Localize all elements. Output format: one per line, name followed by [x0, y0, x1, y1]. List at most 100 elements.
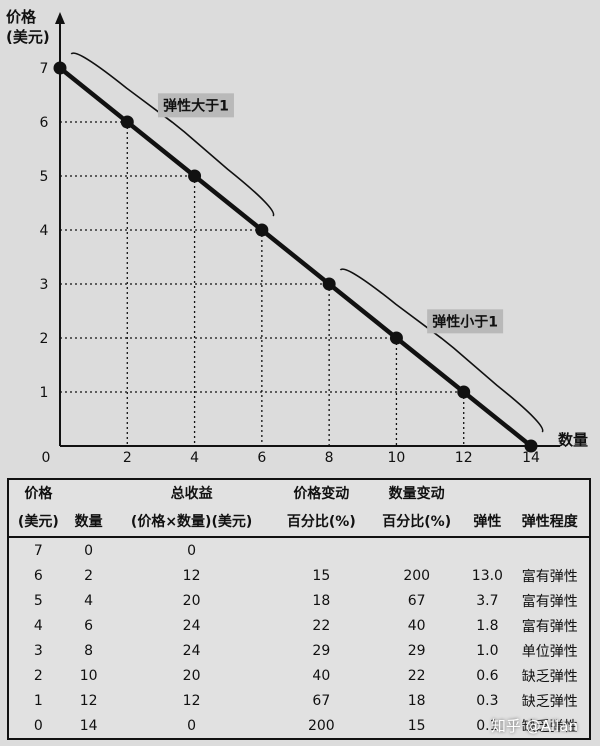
- y-tick-3: 3: [40, 277, 49, 293]
- table-cell: 18: [312, 592, 331, 609]
- table-cell: 2: [33, 667, 43, 684]
- x-tick-12: 12: [455, 450, 473, 466]
- table-cell: 3: [33, 642, 43, 659]
- table-row: 5 4 20 18 67 3.7 富有弹性: [9, 588, 589, 613]
- header-bottom-0: (美元): [9, 508, 68, 538]
- table-row: 2 10 20 40 22 0.6 缺乏弹性: [9, 663, 589, 688]
- table-cell: 8: [84, 642, 94, 659]
- demand-curve: [58, 66, 533, 448]
- demand-line: [53, 61, 538, 453]
- data-point-5: [389, 331, 403, 345]
- table-cell: 18: [407, 692, 426, 709]
- data-point-4: [322, 277, 336, 291]
- table-cell: 40: [407, 617, 426, 634]
- header-top-5: [464, 480, 510, 508]
- header-top-0: 价格: [24, 486, 53, 502]
- table-cell: [274, 537, 369, 563]
- table-cell: 0: [187, 717, 197, 734]
- y-axis-arrow: [55, 12, 65, 24]
- annotation-box-0: [157, 93, 234, 118]
- table-cell: 6: [33, 567, 43, 584]
- table-cell: 24: [182, 642, 201, 659]
- table-cell: 1: [33, 692, 43, 709]
- table-cell: 4: [33, 617, 43, 634]
- table-cell: 缺乏弹性: [521, 693, 578, 710]
- header-top-1: [68, 480, 110, 508]
- y-axis-title-line-0: 价格: [6, 8, 37, 26]
- table-cell: 1.8: [476, 617, 499, 634]
- table-cell: 0.6: [476, 667, 499, 684]
- y-tick-6: 6: [40, 115, 49, 131]
- watermark: 知乎 @Allan: [490, 717, 578, 735]
- table-cell: [369, 537, 464, 563]
- data-point-6: [457, 385, 471, 399]
- table-cell: 67: [312, 692, 331, 709]
- x-tick-6: 6: [257, 450, 266, 466]
- table-header-top: 价格 总收益 价格变动 数量变动: [9, 480, 589, 508]
- table-cell: 13.0: [471, 567, 503, 584]
- table-cell: 5: [33, 592, 43, 609]
- header-bottom-2: (价格×数量)(美元): [109, 508, 274, 538]
- table-cell: 4: [84, 592, 94, 609]
- table-cell: 15: [312, 567, 331, 584]
- table-cell: 22: [312, 617, 331, 634]
- table-cell: 0: [187, 542, 197, 559]
- header-top-3: 价格变动: [293, 486, 350, 502]
- annotation-brace-1: [339, 268, 544, 433]
- table-cell: 14: [79, 717, 98, 734]
- table-cell: [510, 537, 589, 563]
- axes: 价格 (美元) 数量: [6, 8, 588, 449]
- x-tick-10: 10: [388, 450, 406, 466]
- table-header-bottom: (美元) 数量 (价格×数量)(美元) 百分比(%) 百分比(%) 弹性 弹性程度: [9, 508, 589, 538]
- y-tick-5: 5: [40, 169, 49, 185]
- table-cell: 缺乏弹性: [521, 718, 578, 735]
- header-bottom-1: 数量: [67, 508, 110, 538]
- table-cell: 富有弹性: [521, 593, 578, 610]
- header-bottom-6: 弹性程度: [510, 508, 589, 538]
- data-point-3: [255, 223, 269, 237]
- table-cell: 20: [182, 592, 201, 609]
- table-cell: 1.0: [476, 642, 499, 659]
- table-cell: 2: [84, 567, 94, 584]
- table-cell: 200: [403, 567, 431, 584]
- table-cell: 0.3: [476, 692, 499, 709]
- header-bottom-5: 弹性: [464, 508, 511, 538]
- table-cell: 富有弹性: [521, 568, 578, 585]
- table-cell: [464, 537, 510, 563]
- table-cell: 29: [312, 642, 331, 659]
- annotation-label-1: 弹性小于1: [432, 313, 498, 330]
- data-point-1: [120, 115, 134, 129]
- table-cell: 7: [33, 542, 43, 559]
- header-top-6: [510, 480, 589, 508]
- y-tick-4: 4: [40, 223, 49, 239]
- table-row: 4 6 24 22 40 1.8 富有弹性: [9, 613, 589, 638]
- table-cell: 15: [407, 717, 426, 734]
- data-point-2: [188, 169, 202, 183]
- header-bottom-4: 百分比(%): [369, 508, 465, 538]
- table-cell: 单位弹性: [521, 643, 578, 660]
- table-cell: 22: [407, 667, 426, 684]
- annotation-box-1: [427, 309, 504, 334]
- header-top-4: 数量变动: [388, 486, 445, 502]
- table-cell: 0: [33, 717, 43, 734]
- annotation-label-0: 弹性大于1: [163, 97, 229, 114]
- y-axis-title-line-1: (美元): [6, 28, 50, 46]
- table-cell: 富有弹性: [521, 618, 578, 635]
- dotted-guides: [60, 121, 465, 446]
- elasticity-table: 价格 总收益 价格变动 数量变动 (美元) 数量 (价格×数量)(美元) 百分比(%) 百分比…: [7, 478, 591, 740]
- y-tick-1: 1: [40, 385, 49, 401]
- table-cell: 6: [84, 617, 94, 634]
- table-cell: 29: [407, 642, 426, 659]
- table-cell: 0: [84, 542, 94, 559]
- x-tick-14: 14: [522, 450, 540, 466]
- x-axis-title: 数量: [558, 431, 588, 449]
- table-row: 6 2 12 15 200 13.0 富有弹性: [9, 563, 589, 588]
- table-body: 7 0 0 6 2 12 15 200 13.0 富有弹性 5 4 20 18 67 3.7 富有弹性 4 6 24 2…: [9, 537, 589, 738]
- annotations: 弹性大于1 弹性小于1: [70, 52, 544, 433]
- header-top-2: 总收益: [170, 486, 213, 502]
- table-cell: 10: [79, 667, 98, 684]
- table-cell: 200: [307, 717, 335, 734]
- table-cell: 0.1: [476, 717, 499, 734]
